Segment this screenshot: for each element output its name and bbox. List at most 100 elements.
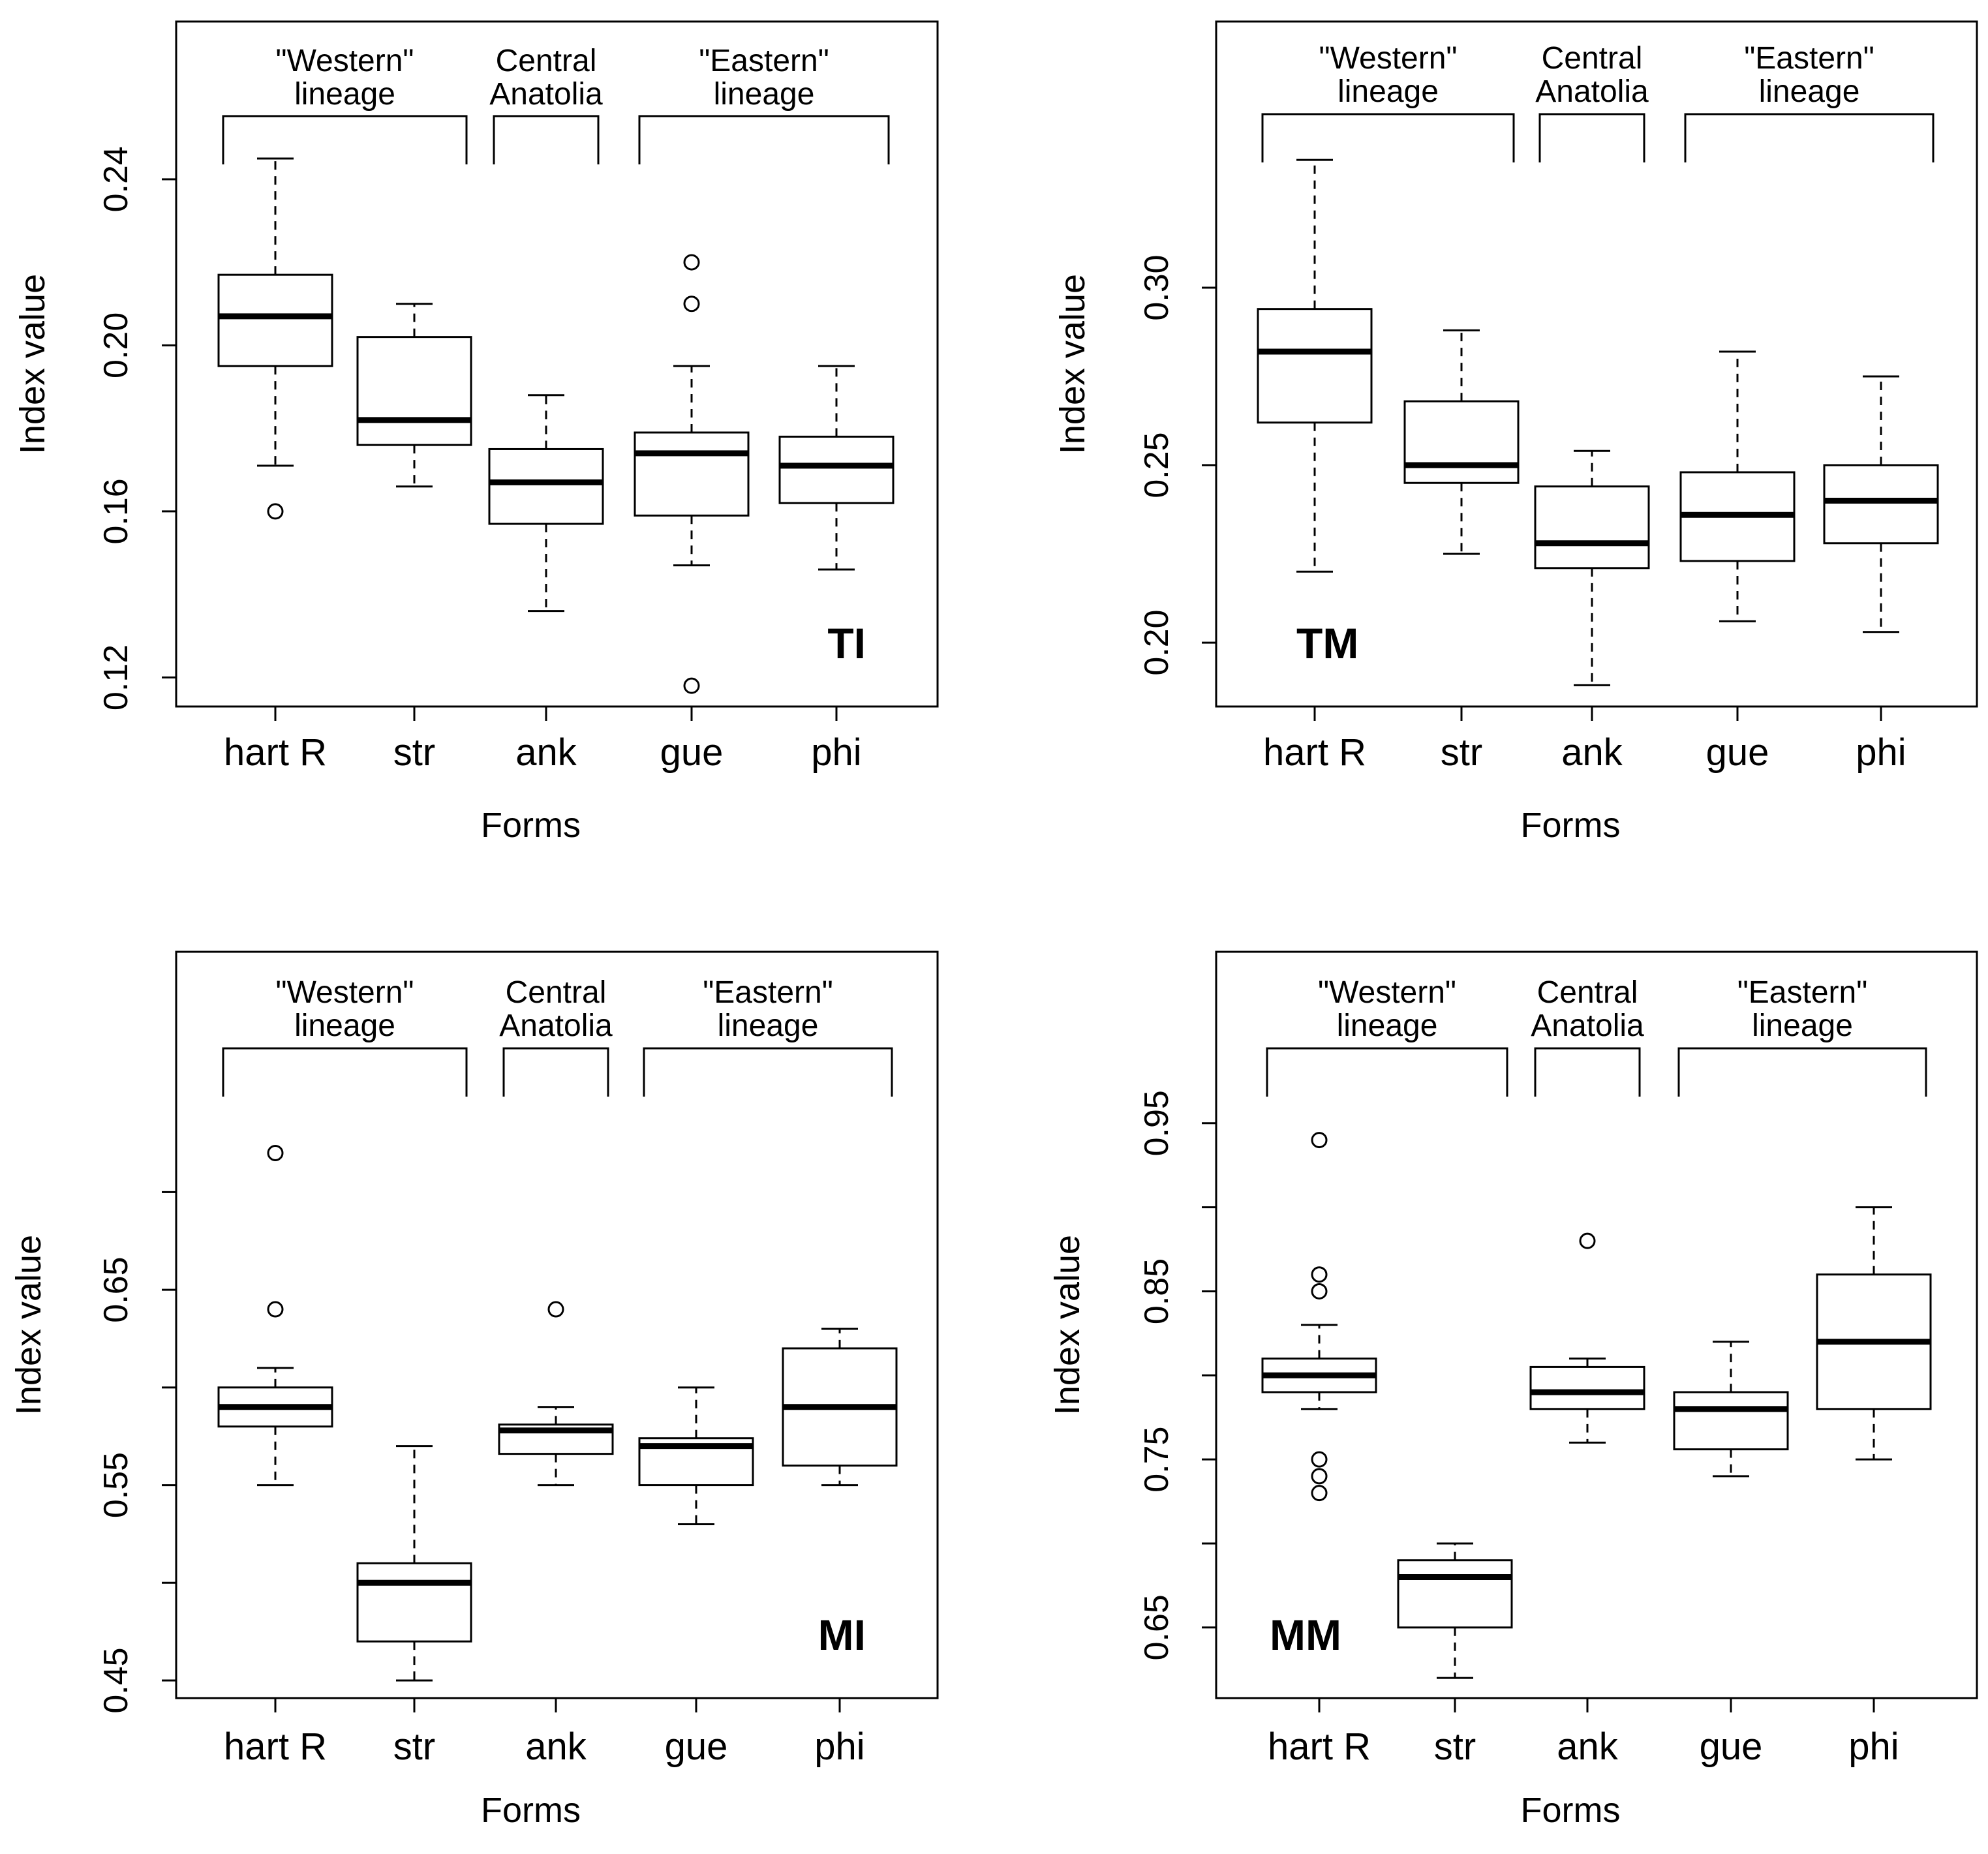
group-label-line1: "Eastern" [703, 975, 833, 1010]
box-ank [1529, 1232, 1645, 1444]
group-label-line1: "Western" [276, 44, 414, 78]
group-bracket [1261, 113, 1515, 162]
group-label-line1: "Western" [276, 975, 414, 1010]
outlier-point [1311, 1468, 1328, 1485]
group-label-line1: "Western" [1318, 975, 1456, 1010]
y-tick-label: 0.16 [97, 478, 135, 544]
x-axis-title: Forms [1521, 1791, 1621, 1830]
box-str [1403, 329, 1520, 555]
group-label-line1: Central [1537, 975, 1638, 1010]
iqr-box [778, 435, 895, 504]
box-gue [1673, 1341, 1789, 1478]
group-bracket [1677, 1047, 1927, 1097]
plot-frame [175, 20, 939, 708]
iqr-box [1823, 464, 1939, 545]
y-axis-title: Index value [13, 274, 52, 454]
box-str [356, 303, 472, 488]
box-phi [1816, 1206, 1932, 1461]
iqr-box [356, 336, 472, 446]
x-category-label: phi [814, 1725, 864, 1768]
outlier-point [1579, 1232, 1596, 1249]
iqr-box [1673, 1391, 1789, 1451]
group-bracket [1538, 113, 1645, 162]
x-category-label: hart R [224, 1725, 327, 1768]
box-str [1397, 1542, 1513, 1679]
group-bracket [643, 1047, 893, 1097]
y-axis-title: Index value [9, 1235, 48, 1415]
group-label-line2: Anatolia [1535, 74, 1649, 109]
x-category-label: hart R [1268, 1725, 1371, 1768]
group-bracket [222, 1047, 468, 1097]
group-label-line1: Central [506, 975, 607, 1010]
y-tick-label: 0.65 [1138, 1594, 1176, 1660]
outlier-point [267, 503, 284, 520]
y-axis-title: Index value [1048, 1235, 1087, 1415]
group-label-line2: lineage [1338, 74, 1439, 109]
outlier-point [1311, 1266, 1328, 1283]
outlier-point [267, 1144, 284, 1161]
x-category-label: str [1434, 1725, 1476, 1768]
plot-frame [1215, 20, 1978, 708]
outlier-point [547, 1301, 564, 1318]
group-label-line1: Central [1542, 41, 1643, 76]
x-category-label: ank [525, 1725, 587, 1768]
group-label-line1: "Western" [1319, 41, 1458, 76]
group-bracket [222, 115, 468, 164]
box-hart-r [217, 157, 333, 520]
y-tick-label: 0.30 [1138, 254, 1176, 320]
box-str [356, 1445, 472, 1682]
iqr-box [1529, 1365, 1645, 1410]
x-category-label: gue [665, 1725, 728, 1768]
plot-frame [1215, 950, 1978, 1699]
x-axis-title: Forms [1521, 806, 1621, 845]
x-category-label: phi [811, 731, 861, 774]
box-ank [488, 394, 604, 613]
group-label-line1: "Eastern" [699, 44, 829, 78]
x-category-label: hart R [1263, 731, 1366, 774]
group-label-line2: lineage [714, 77, 815, 112]
x-category-label: ank [1561, 731, 1623, 774]
group-label-line2: Anatolia [489, 77, 603, 112]
group-label-line2: lineage [1337, 1009, 1438, 1043]
box-ank [1534, 449, 1650, 686]
iqr-box [1534, 485, 1650, 570]
plot-frame [175, 950, 939, 1699]
y-tick-label: 0.95 [1138, 1090, 1176, 1156]
x-category-label: ank [515, 731, 577, 774]
group-label-line1: "Eastern" [1744, 41, 1874, 76]
box-phi [782, 1328, 898, 1487]
x-axis-title: Forms [481, 806, 581, 845]
panel-mm: 0.65 0.75 0.85 0.95 Index value hart R str ank g… [1048, 950, 1978, 1830]
box-ank [498, 1301, 614, 1487]
x-axis-title: Forms [481, 1791, 581, 1830]
outlier-point [683, 296, 700, 312]
group-label-line2: lineage [1759, 74, 1860, 109]
iqr-box [1257, 308, 1373, 424]
iqr-box [634, 431, 750, 517]
x-category-label: hart R [224, 731, 327, 774]
y-tick-label: 0.85 [1138, 1258, 1176, 1324]
box-phi [1823, 375, 1939, 633]
group-label-line1: "Eastern" [1737, 975, 1868, 1010]
group-bracket [638, 115, 890, 164]
x-category-label: gue [1700, 1725, 1763, 1768]
y-tick-label: 0.25 [1138, 432, 1176, 498]
y-tick-label: 0.75 [1138, 1427, 1176, 1493]
x-category-label: str [393, 731, 435, 774]
group-bracket [493, 115, 600, 164]
group-bracket [1534, 1047, 1641, 1097]
box-gue [1679, 350, 1796, 622]
y-tick-label: 0.20 [97, 312, 135, 378]
iqr-box [1397, 1559, 1513, 1629]
box-gue [638, 1386, 754, 1525]
outlier-point [1311, 1485, 1328, 1502]
panel-ti: 0.12 0.16 0.20 0.24 Index value hart R str ank g… [13, 20, 939, 845]
group-bracket [1684, 113, 1934, 162]
group-label-line2: lineage [718, 1009, 819, 1043]
box-hart-r [1261, 1132, 1377, 1502]
panel-tag: MM [1270, 1611, 1341, 1659]
iqr-box [356, 1562, 472, 1643]
outlier-point [683, 677, 700, 694]
y-tick-label: 0.55 [97, 1452, 135, 1518]
iqr-box [488, 448, 604, 525]
